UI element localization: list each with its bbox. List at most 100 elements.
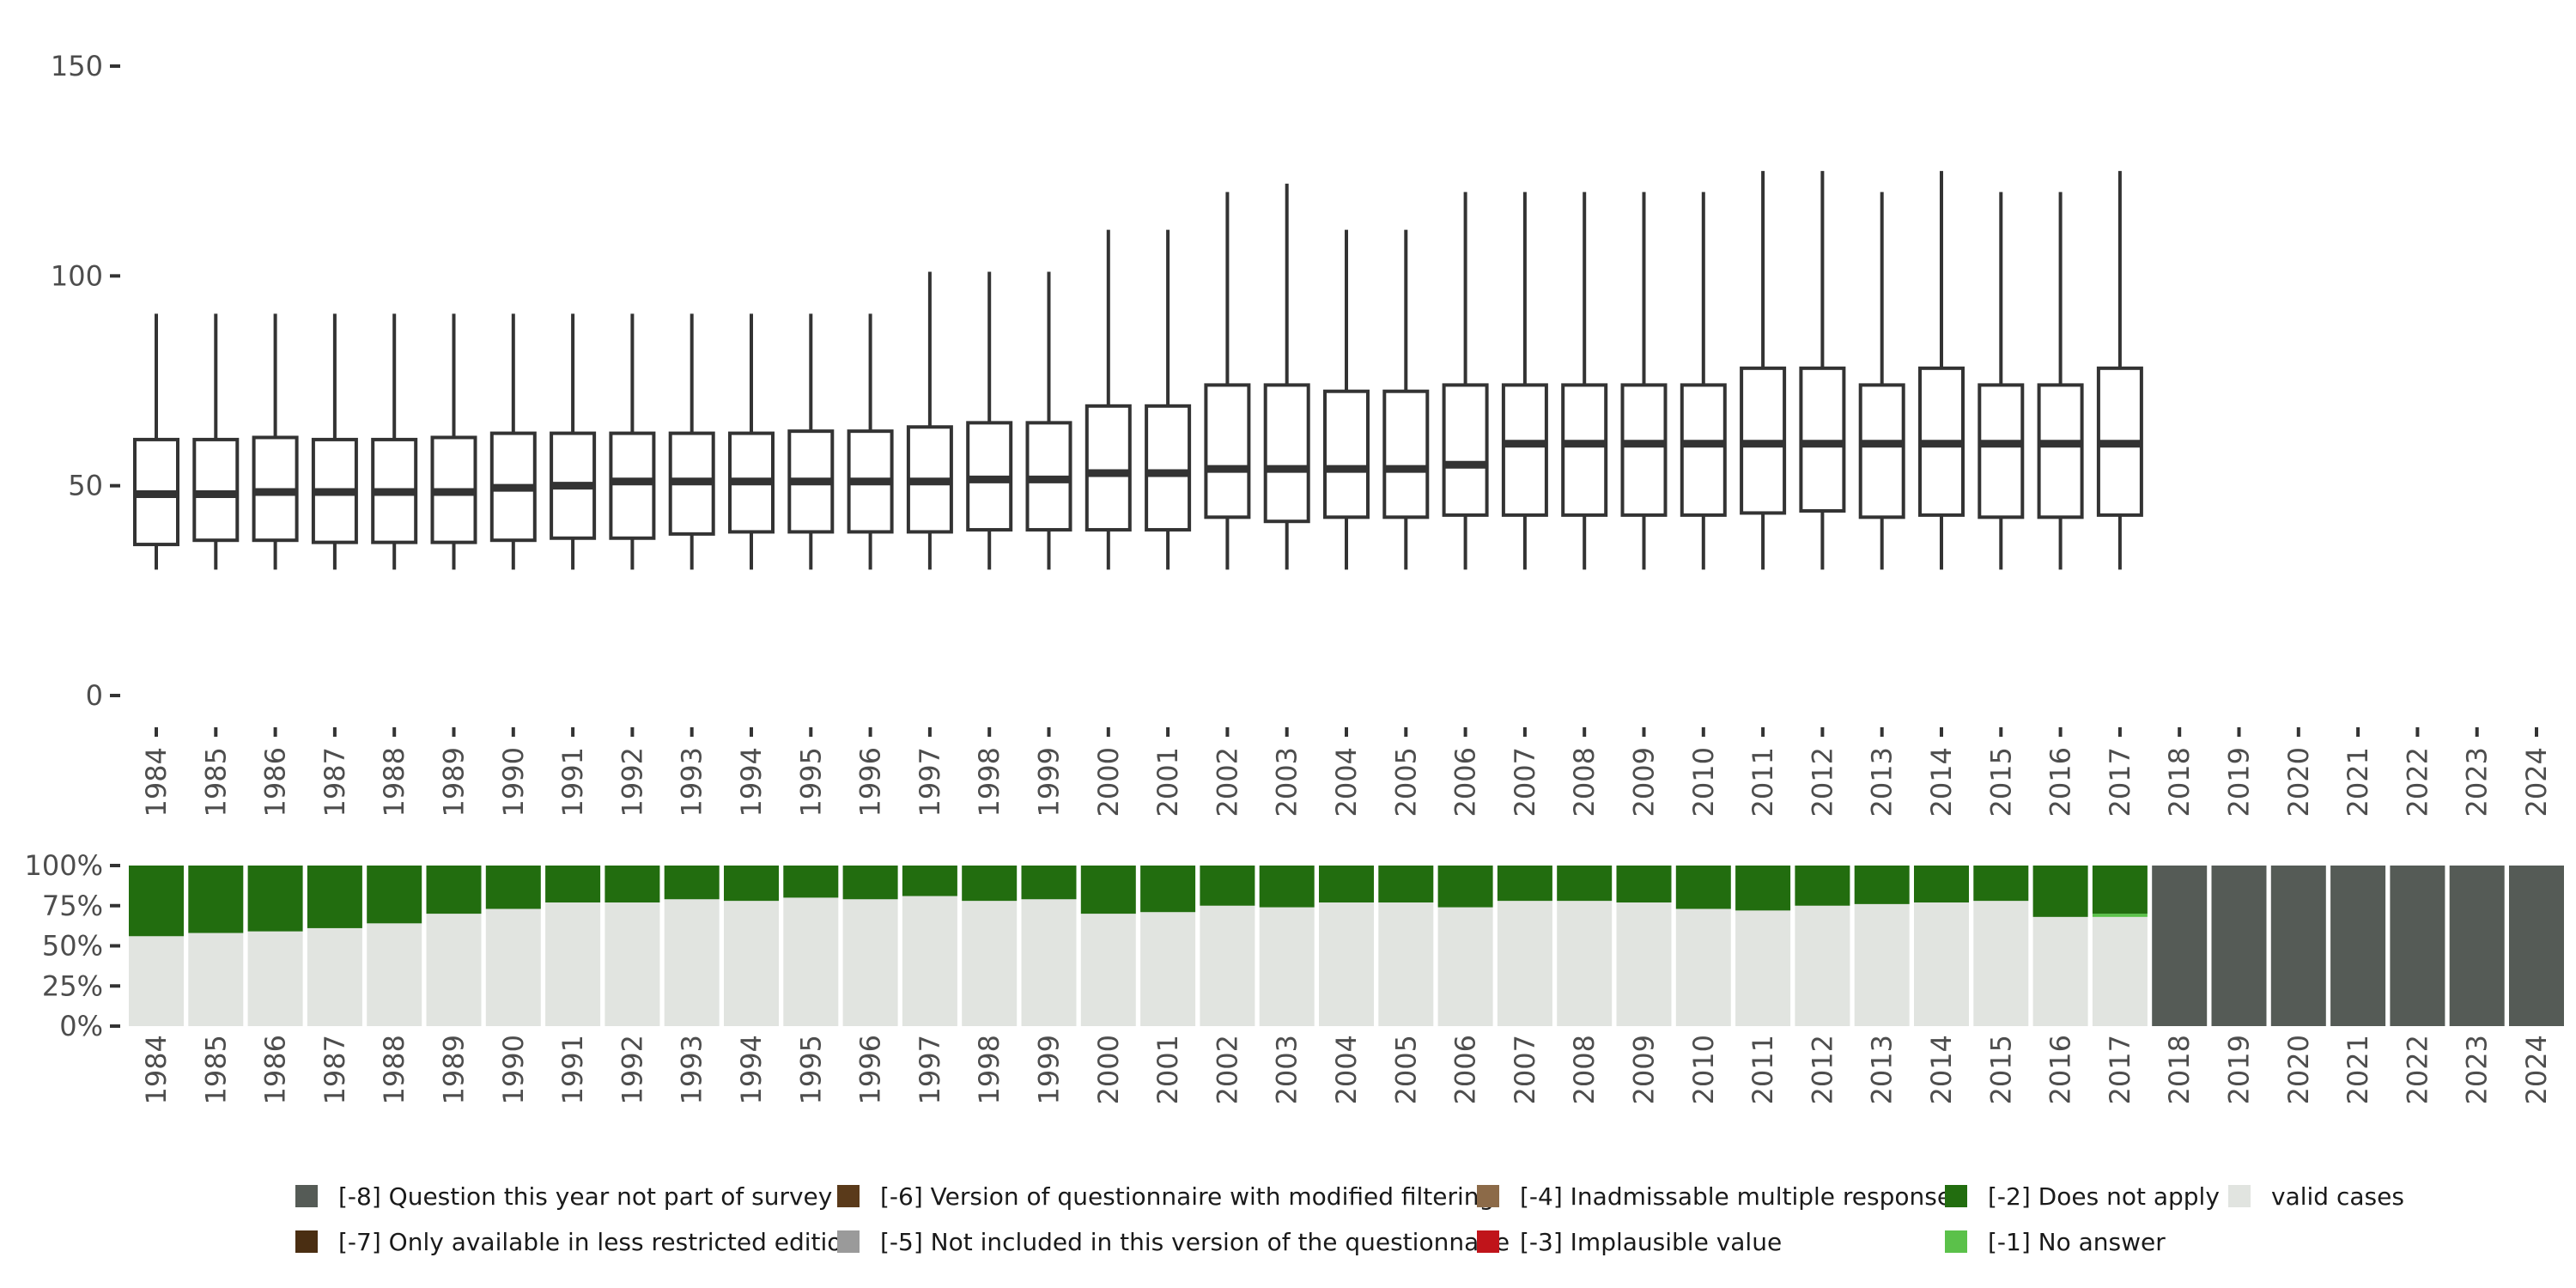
x-tick-label: 2001: [1151, 747, 1184, 817]
x-tick-label: 1990: [497, 747, 530, 817]
bar-2002: [1200, 866, 1255, 1026]
x-tick-label: 2019: [2223, 747, 2256, 817]
bar-segment-2-does-not-apply: [1319, 866, 1374, 903]
box-1999: [1025, 271, 1072, 570]
legend-swatch: [1477, 1185, 1499, 1207]
y-tick-label: 0: [86, 679, 103, 712]
box-2012: [1799, 171, 1846, 570]
legend-item: [-3] Implausible value: [1477, 1228, 1782, 1256]
bar-segment-valid-cases: [1200, 905, 1255, 1026]
x-tick-label: 1997: [914, 1035, 946, 1104]
x-tick-label: 1994: [735, 747, 768, 817]
box-iqr: [1501, 383, 1548, 517]
bar-segment-2-does-not-apply: [1259, 866, 1315, 908]
box-iqr: [1561, 383, 1608, 517]
x-tick-label: 2016: [2044, 1035, 2077, 1104]
bar-segment-2-does-not-apply: [1616, 866, 1672, 903]
x-tick-label: 2018: [2163, 747, 2196, 817]
bar-2016: [2032, 866, 2088, 1026]
x-tick-label: 1995: [794, 1035, 827, 1104]
x-tick-label: 1999: [1033, 1035, 1066, 1104]
legend-item: [-8] Question this year not part of surv…: [295, 1182, 832, 1211]
bar-1992: [605, 866, 660, 1026]
x-tick-label: 2008: [1568, 747, 1601, 817]
bar-segment-2-does-not-apply: [902, 866, 957, 896]
legend-swatch: [2228, 1185, 2251, 1207]
bar-segment-2-does-not-apply: [1557, 866, 1613, 902]
box-2003: [1263, 183, 1310, 570]
bar-segment-valid-cases: [605, 902, 660, 1026]
bar-segment-8-question-this-year-not-part-of-survey: [2330, 866, 2386, 1026]
x-tick-label: 2020: [2282, 747, 2315, 817]
box-2010: [1680, 191, 1727, 570]
bar-segment-valid-cases: [783, 897, 839, 1026]
bar-segment-2-does-not-apply: [1795, 866, 1850, 906]
y-tick-label: 50%: [42, 930, 103, 963]
x-tick-label: 1995: [794, 747, 827, 817]
x-tick-label: 1993: [676, 1035, 708, 1104]
bar-segment-valid-cases: [1616, 902, 1672, 1026]
bar-1997: [902, 866, 957, 1026]
bar-segment-valid-cases: [1080, 914, 1136, 1026]
box-iqr: [609, 431, 656, 540]
bar-segment-valid-cases: [2032, 916, 2088, 1026]
box-2017: [2096, 171, 2143, 570]
bar-segment-valid-cases: [1140, 912, 1196, 1026]
box-iqr: [1620, 383, 1668, 517]
box-1992: [609, 313, 656, 570]
x-tick-label: 1997: [914, 747, 946, 817]
bar-segment-valid-cases: [1437, 907, 1493, 1026]
bar-1987: [307, 866, 362, 1026]
x-tick-label: 2002: [1211, 747, 1243, 817]
bar-segment-valid-cases: [842, 899, 898, 1026]
bar-segment-2-does-not-apply: [962, 866, 1018, 902]
x-tick-label: 2007: [1509, 1035, 1541, 1104]
y-tick-label: 100: [51, 259, 103, 292]
legend-label: [-3] Implausible value: [1520, 1228, 1782, 1256]
bar-segment-valid-cases: [307, 927, 362, 1026]
bar-segment-2-does-not-apply: [1021, 866, 1077, 900]
bar-2017: [2092, 866, 2148, 1026]
bar-segment-valid-cases: [247, 931, 303, 1026]
bar-segment-2-does-not-apply: [1735, 866, 1791, 911]
bar-2022: [2390, 866, 2445, 1026]
x-tick-label: 1991: [556, 1035, 589, 1104]
bar-segment-valid-cases: [1914, 902, 1969, 1026]
legend-swatch: [837, 1230, 860, 1253]
box-1984: [133, 313, 179, 570]
legend-swatch: [837, 1185, 860, 1207]
x-tick-label: 2024: [2520, 1035, 2553, 1104]
x-tick-label: 2018: [2163, 1035, 2196, 1104]
x-tick-label: 2000: [1092, 1035, 1125, 1104]
x-tick-label: 2017: [2104, 747, 2136, 817]
stacked-bar-panel: 0% 25% 50% 75% 100% 1984 1985 1986 1987 1988 1989 1…: [25, 849, 2564, 1104]
box-iqr: [1799, 366, 1846, 513]
x-tick-label: 2010: [1687, 747, 1720, 817]
x-tick-label: 2003: [1271, 747, 1303, 817]
box-1986: [252, 313, 299, 570]
bar-segment-valid-cases: [1973, 901, 2029, 1026]
box-1993: [668, 313, 715, 570]
x-tick-label: 2024: [2520, 747, 2553, 817]
bar-segment-valid-cases: [2092, 916, 2148, 1026]
box-iqr: [1978, 383, 2025, 519]
bar-segment-2-does-not-apply: [485, 866, 541, 909]
x-tick-label: 2003: [1271, 1035, 1303, 1104]
bar-segment-2-does-not-apply: [188, 866, 244, 933]
bar-segment-8-question-this-year-not-part-of-survey: [2211, 866, 2267, 1026]
bar-segment-valid-cases: [1319, 902, 1374, 1026]
bar-segment-2-does-not-apply: [367, 866, 422, 924]
box-2000: [1084, 229, 1132, 570]
y-tick-label: 100%: [25, 849, 103, 882]
bar-segment-2-does-not-apply: [842, 866, 898, 900]
bar-2005: [1378, 866, 1434, 1026]
bar-segment-8-question-this-year-not-part-of-survey: [2509, 866, 2564, 1026]
x-tick-label: 1990: [497, 1035, 530, 1104]
x-tick-label: 2015: [1984, 747, 2017, 817]
legend-item: [-1] No answer: [1945, 1228, 2166, 1256]
bar-segment-valid-cases: [485, 908, 541, 1026]
bar-1998: [962, 866, 1018, 1026]
bar-segment-2-does-not-apply: [664, 866, 720, 900]
x-tick-label: 2005: [1389, 1035, 1422, 1104]
bar-2001: [1140, 866, 1196, 1026]
